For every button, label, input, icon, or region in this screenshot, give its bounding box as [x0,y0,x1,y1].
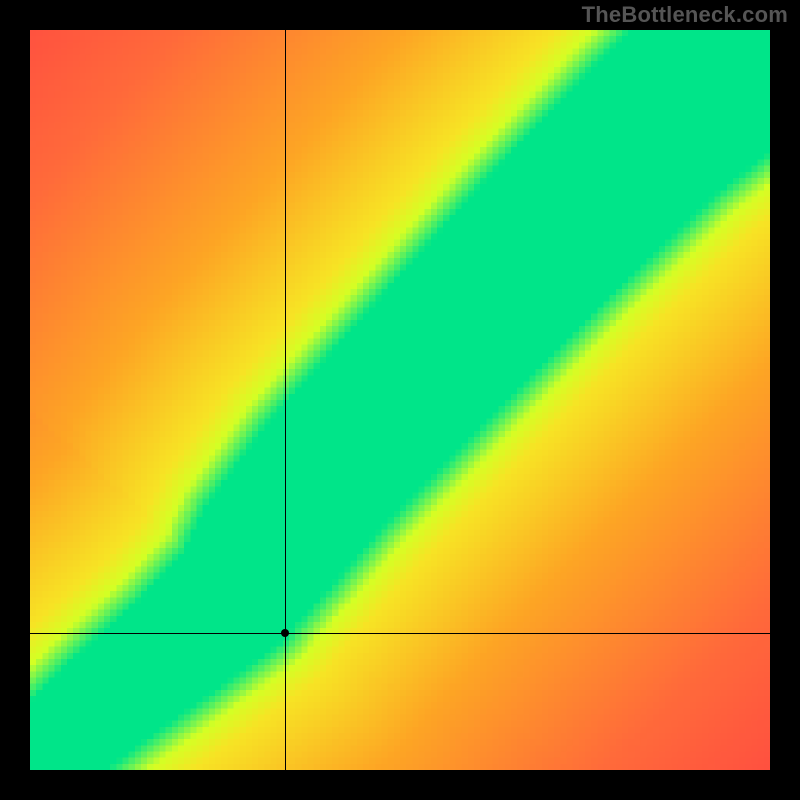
chart-container: TheBottleneck.com [0,0,800,800]
heatmap-canvas [30,30,770,770]
heatmap-plot [30,30,770,770]
attribution-text: TheBottleneck.com [582,2,788,28]
